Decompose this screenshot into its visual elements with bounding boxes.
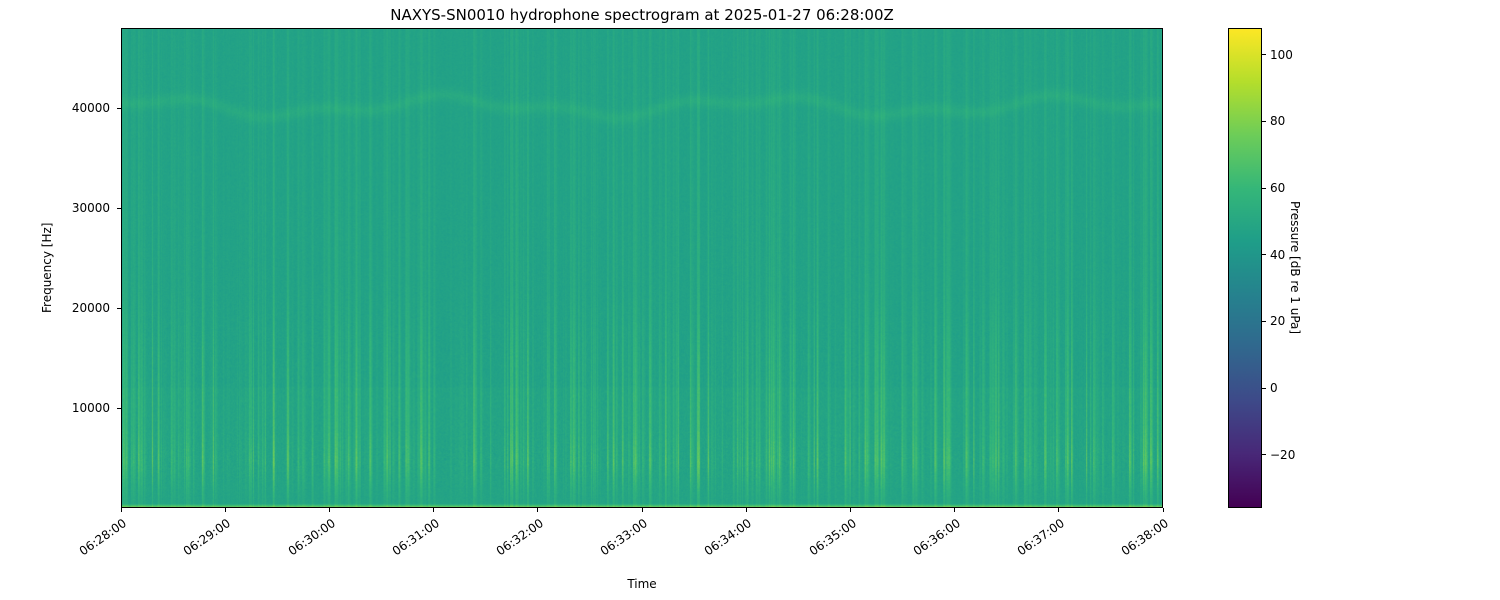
colorbar-tick-label: 60 — [1270, 181, 1286, 195]
y-tick-mark — [117, 207, 121, 209]
x-tick-label: 06:38:00 — [1118, 516, 1172, 559]
x-axis-ticks: 06:28:00 06:29:00 06:30:00 06:31:00 06:32:00… — [77, 508, 1171, 578]
x-tick-mark — [849, 508, 851, 512]
x-tick-mark — [120, 508, 122, 512]
x-tick-label: 06:29:00 — [181, 516, 234, 559]
colorbar-tick-mark — [1262, 54, 1266, 56]
colorbar — [1228, 28, 1262, 508]
x-tick-label: 06:31:00 — [389, 516, 442, 559]
x-tick-label: 06:30:00 — [285, 516, 338, 559]
x-axis-label: Time — [627, 577, 657, 591]
colorbar-tick-label: −20 — [1270, 447, 1296, 462]
x-tick-mark — [224, 508, 226, 512]
colorbar-tick-label: 0 — [1270, 381, 1278, 395]
colorbar-tick-mark — [1262, 320, 1266, 322]
x-tick-mark — [954, 508, 956, 512]
x-tick-mark — [328, 508, 330, 512]
x-tick-mark — [1162, 508, 1164, 512]
colorbar-label: Pressure [dB re 1 uPa] — [1288, 201, 1302, 335]
spectrogram-canvas — [122, 29, 1162, 507]
y-tick-label: 40000 — [71, 101, 110, 115]
x-tick-mark — [745, 508, 747, 512]
colorbar-tick-mark — [1262, 187, 1266, 189]
y-tick-mark — [117, 107, 121, 109]
x-tick-label: 06:36:00 — [910, 516, 963, 559]
colorbar-tick-label: 80 — [1270, 114, 1286, 129]
y-tick-label: 10000 — [71, 401, 110, 415]
colorbar-ticks: 100 80 60 40 20 0 −20 — [1262, 28, 1322, 508]
y-tick-mark — [117, 307, 121, 309]
colorbar-tick-label: 20 — [1270, 314, 1286, 329]
x-tick-label: 06:33:00 — [597, 516, 651, 559]
x-tick-mark — [433, 508, 435, 512]
colorbar-tick-label: 100 — [1270, 47, 1293, 62]
x-tick-label: 06:32:00 — [493, 516, 546, 559]
colorbar-tick-mark — [1262, 254, 1266, 256]
colorbar-tick-mark — [1262, 387, 1266, 389]
y-tick-label: 30000 — [71, 201, 110, 215]
y-tick-label: 20000 — [71, 301, 110, 315]
x-tick-mark — [537, 508, 539, 512]
y-axis-ticks: 10000 20000 30000 40000 — [0, 28, 121, 508]
colorbar-canvas — [1229, 29, 1261, 507]
x-tick-mark — [641, 508, 643, 512]
colorbar-tick-label: 40 — [1270, 247, 1286, 262]
plot-area — [121, 28, 1163, 508]
x-tick-label: 06:35:00 — [806, 516, 859, 559]
y-tick-mark — [117, 407, 121, 409]
chart-title: NAXYS-SN0010 hydrophone spectrogram at 2… — [390, 6, 894, 24]
colorbar-tick-mark — [1262, 120, 1266, 122]
x-tick-label: 06:28:00 — [76, 516, 130, 559]
colorbar-tick-mark — [1262, 454, 1266, 456]
x-tick-label: 06:34:00 — [702, 516, 755, 559]
x-tick-label: 06:37:00 — [1014, 516, 1067, 559]
x-tick-mark — [1058, 508, 1060, 512]
